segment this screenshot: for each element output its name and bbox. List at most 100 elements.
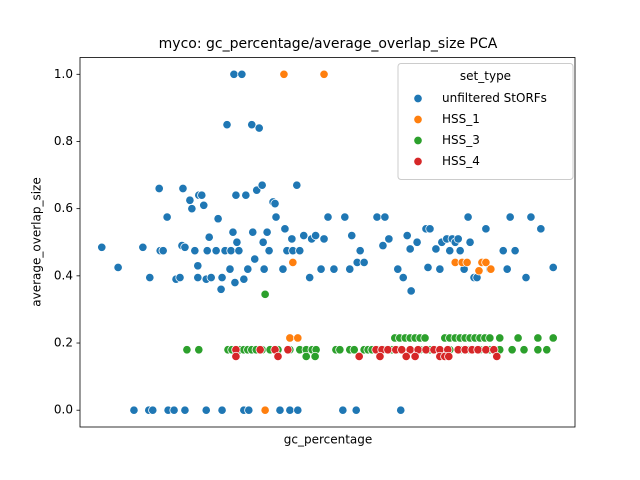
scatter-point (206, 272, 216, 283)
scatter-point (197, 190, 207, 200)
scatter-point (526, 212, 536, 222)
scatter-point (444, 351, 454, 362)
scatter-point (335, 345, 345, 355)
scatter-point (193, 261, 203, 271)
scatter-point (148, 405, 158, 415)
scatter-point (383, 345, 393, 355)
scatter-point (548, 262, 558, 273)
scatter-point (260, 289, 270, 299)
scatter-point (393, 264, 403, 274)
scatter-point (329, 264, 339, 274)
scatter-point (241, 190, 251, 200)
scatter-point (359, 257, 369, 267)
legend-marker (413, 114, 423, 125)
scatter-point (292, 180, 302, 190)
scatter-point (533, 333, 543, 343)
legend: set_type unfiltered StORFs HSS_1 HSS_3 HSS_4 (397, 63, 574, 180)
scatter-point (495, 333, 505, 343)
scatter-point (138, 242, 148, 252)
scatter-point (283, 345, 293, 355)
scatter-point (481, 345, 491, 355)
scatter-point (463, 212, 473, 222)
scatter-point (299, 230, 309, 241)
scatter-point (193, 272, 203, 283)
scatter-point (455, 246, 465, 256)
scatter-point (310, 351, 320, 362)
scatter-point (180, 242, 190, 252)
scatter-point (410, 351, 420, 362)
scatter-point (287, 234, 297, 244)
scatter-point (338, 405, 348, 415)
scatter-point (351, 405, 361, 415)
legend-marker (413, 135, 423, 146)
scatter-point (145, 272, 155, 283)
y-tick-label: 1.0 (54, 67, 73, 81)
scatter-point (421, 345, 431, 355)
legend-label: HSS_4 (442, 154, 480, 168)
scatter-point (445, 246, 455, 256)
scatter-point (319, 234, 329, 244)
legend-box (397, 63, 574, 180)
scatter-point (347, 230, 357, 241)
scatter-point (211, 246, 221, 256)
chart-title: myco: gc_percentage/average_overlap_size… (159, 36, 498, 52)
scatter-point (510, 246, 520, 256)
scatter-point (216, 284, 226, 294)
scatter-point (380, 212, 390, 222)
scatter-point (178, 183, 188, 194)
scatter-point (271, 212, 281, 222)
y-tick-label: 0.8 (54, 134, 73, 148)
scatter-point (97, 242, 107, 252)
scatter-point (230, 277, 240, 288)
scatter-point (204, 232, 214, 242)
legend-marker (413, 156, 423, 167)
scatter-point (345, 264, 355, 274)
scatter-point (481, 224, 491, 234)
scatter-point (505, 212, 515, 222)
scatter-point (185, 195, 195, 205)
scatter-point (273, 351, 283, 362)
scatter-point (492, 351, 502, 362)
scatter-point (462, 257, 472, 267)
scatter-point (217, 405, 227, 415)
scatter-point (340, 212, 350, 222)
scatter-point (533, 345, 543, 355)
scatter-point (323, 212, 333, 222)
scatter-point (502, 264, 512, 274)
y-tick-label: 0.6 (54, 201, 73, 215)
scatter-point (378, 241, 388, 251)
scatter-point (507, 345, 517, 355)
x-axis-label: gc_percentage (284, 433, 373, 447)
scatter-point (243, 264, 253, 274)
scatter-point (260, 405, 270, 415)
scatter-point (225, 264, 235, 274)
scatter-point (254, 123, 264, 133)
scatter-point (154, 183, 164, 194)
scatter-point (384, 234, 394, 244)
scatter-point (548, 333, 558, 343)
scatter-point (182, 345, 192, 355)
scatter-point (285, 405, 295, 415)
scatter-point (412, 237, 422, 247)
scatter-point (259, 264, 269, 274)
scatter-point (485, 333, 495, 343)
scatter-point (187, 204, 197, 214)
scatter-point (113, 262, 123, 273)
scatter-point (435, 264, 445, 274)
scatter-point (293, 405, 303, 415)
scatter-point (264, 246, 274, 256)
scatter-point (498, 246, 508, 256)
legend-title: set_type (460, 69, 511, 83)
scatter-point (275, 405, 285, 415)
scatter-point (311, 230, 321, 241)
scatter-point (257, 180, 267, 190)
scatter-point (175, 272, 185, 283)
scatter-point (536, 224, 546, 234)
scatter-point (244, 405, 254, 415)
scatter-point (262, 227, 272, 237)
scatter-point (278, 264, 288, 274)
scatter-point (194, 345, 204, 355)
y-tick-label: 0.4 (54, 268, 73, 282)
scatter-point (398, 272, 408, 283)
